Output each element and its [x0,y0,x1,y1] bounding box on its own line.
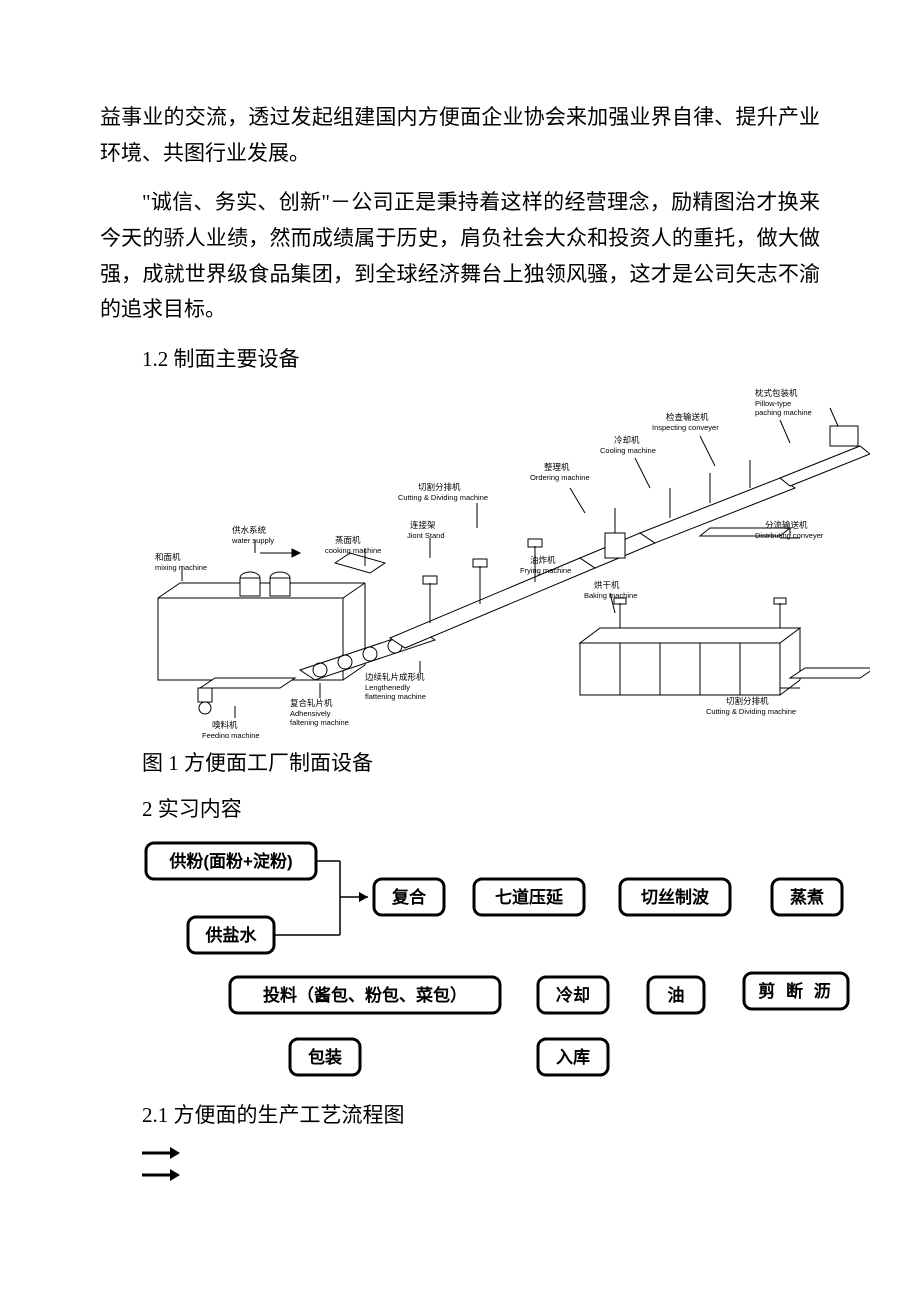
svg-text:整理机: 整理机 [544,462,570,472]
svg-text:Jiont Stand: Jiont Stand [407,531,445,540]
svg-text:冷却机: 冷却机 [614,435,640,445]
figure-1-caption: 图 1 方便面工厂制面设备 [100,746,820,782]
svg-text:Adhensively: Adhensively [290,709,331,718]
svg-text:嗅料机: 嗅料机 [212,720,238,730]
svg-text:边续轧片成形机: 边续轧片成形机 [365,672,425,682]
svg-text:冷却: 冷却 [556,985,590,1005]
svg-text:复合: 复合 [391,887,427,907]
svg-text:faltening machine: faltening machine [290,718,349,727]
svg-text:投料（酱包、粉包、菜包）: 投料（酱包、粉包、菜包） [263,985,467,1005]
svg-text:蒸面机: 蒸面机 [335,535,361,545]
svg-text:Frying machine: Frying machine [520,566,571,575]
svg-text:paching machine: paching machine [755,408,812,417]
svg-text:供盐水: 供盐水 [205,925,258,945]
svg-text:剪 断 沥: 剪 断 沥 [758,981,833,1001]
arrow-icon [140,1144,180,1162]
svg-text:复合轧片机: 复合轧片机 [290,698,333,708]
svg-text:和面机: 和面机 [155,552,181,562]
svg-text:烘干机: 烘干机 [594,580,620,590]
svg-text:分流输送机: 分流输送机 [765,520,808,530]
paragraph-2: "诚信、务实、创新"－公司正是秉持着这样的经营理念，励精图治才换来今天的骄人业绩… [100,185,820,328]
svg-text:Cutting & Dividing machine: Cutting & Dividing machine [706,707,796,716]
trailing-arrows [140,1144,820,1184]
svg-text:Baking machine: Baking machine [584,591,637,600]
svg-text:切割分排机: 切割分排机 [726,696,769,706]
svg-text:Pillow-type: Pillow-type [755,399,791,408]
heading-2: 2 实习内容 [100,792,820,828]
svg-text:Distrbuting conveyer: Distrbuting conveyer [755,531,824,540]
svg-text:入库: 入库 [556,1047,590,1067]
svg-text:油炸机: 油炸机 [530,555,556,565]
svg-text:cooking machine: cooking machine [325,546,381,555]
svg-text:切割分排机: 切割分排机 [418,482,461,492]
svg-text:供粉(面粉+淀粉): 供粉(面粉+淀粉) [168,851,292,871]
svg-text:连接架: 连接架 [410,520,436,530]
svg-text:检查输送机: 检查输送机 [666,412,709,422]
svg-text:油: 油 [668,985,685,1005]
svg-text:枕式包装机: 枕式包装机 [755,388,798,398]
svg-text:蒸煮: 蒸煮 [790,888,824,907]
svg-text:切丝制波: 切丝制波 [641,887,710,907]
flowchart: 供粉(面粉+淀粉) 供盐水 复合 七道压延 切丝制波 蒸煮 [140,837,860,1082]
svg-text:Feeding machine: Feeding machine [202,731,260,738]
heading-1-2: 1.2 制面主要设备 [100,342,820,378]
svg-text:flattening machine: flattening machine [365,692,426,701]
svg-text:Cutting & Dividing machine: Cutting & Dividing machine [398,493,488,502]
svg-text:Lengthenedly: Lengthenedly [365,683,410,692]
svg-text:Cooling machine: Cooling machine [600,446,656,455]
arrow-icon [140,1166,180,1184]
svg-text:Ordering machine: Ordering machine [530,473,590,482]
svg-text:七道压延: 七道压延 [495,887,564,907]
svg-text:包装: 包装 [308,1047,342,1067]
svg-text:供水系统: 供水系统 [232,525,267,535]
equipment-diagram: 和面机 mixing machine 供水系统 water supply 蒸面机… [140,388,870,738]
paragraph-1: 益事业的交流，透过发起组建国内方便面企业协会来加强业界自律、提升产业环境、共图行… [100,100,820,171]
svg-text:water supply: water supply [231,536,274,545]
heading-2-1: 2.1 方便面的生产工艺流程图 [100,1098,820,1134]
svg-text:Inspecting conveyer: Inspecting conveyer [652,423,719,432]
svg-text:mixing machine: mixing machine [155,563,207,572]
